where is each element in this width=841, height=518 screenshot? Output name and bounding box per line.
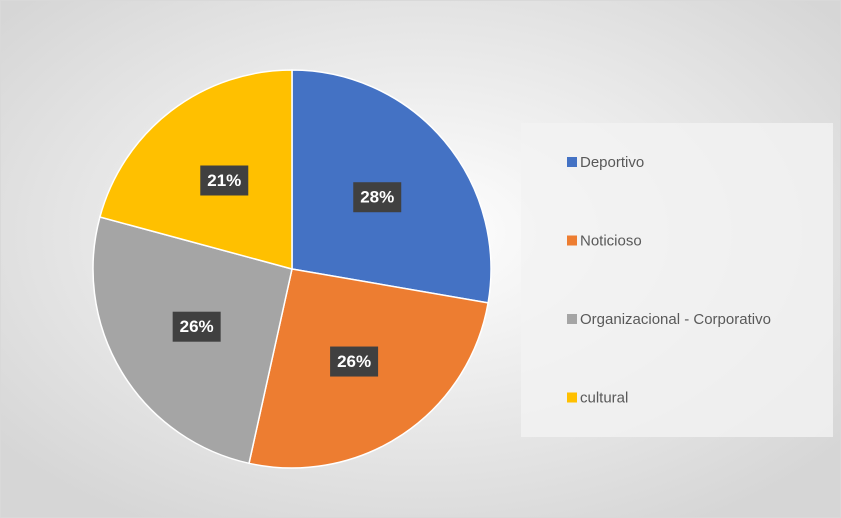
legend-swatch <box>567 157 577 167</box>
pie-slice <box>98 69 293 270</box>
legend-box <box>521 123 833 437</box>
data-label-box <box>353 182 402 213</box>
data-label: 26% <box>337 352 371 371</box>
data-label-box <box>200 165 249 196</box>
data-label-box <box>172 311 221 342</box>
legend-swatch <box>567 314 577 324</box>
data-label: 26% <box>180 317 214 336</box>
legend-swatch <box>567 392 577 403</box>
legend-label: Noticioso <box>580 232 642 249</box>
data-label: 21% <box>207 171 241 190</box>
data-label-box <box>330 346 379 377</box>
legend-label: cultural <box>580 389 628 406</box>
legend-label: Deportivo <box>580 154 644 171</box>
legend-label: Organizacional - Corporativo <box>580 311 771 328</box>
data-label: 28% <box>360 188 394 207</box>
legend-swatch <box>567 235 577 246</box>
